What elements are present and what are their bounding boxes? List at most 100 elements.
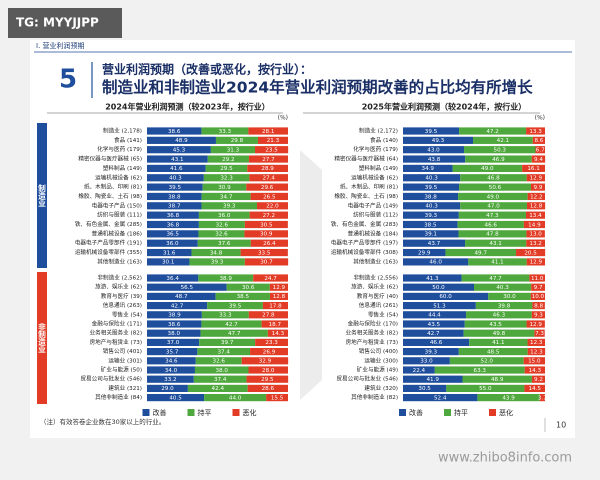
value-label: 39.5 <box>169 185 182 191</box>
bar-segment <box>526 239 545 247</box>
bar-segment <box>403 211 459 219</box>
bar-segment <box>147 192 202 201</box>
category-label: 零售业 (54) <box>112 310 142 318</box>
value-label: 49.8 <box>493 331 506 337</box>
bar-segment <box>534 329 545 337</box>
value-label: 37.4 <box>214 377 227 383</box>
bar-segment <box>522 164 545 172</box>
category-label: 化学与医药 (179) <box>97 145 142 153</box>
value-label: 26.9 <box>263 349 276 355</box>
value-label: 12.9 <box>273 285 286 291</box>
bar-segment <box>147 174 204 182</box>
category-label: 运输机械设备 (62) <box>95 173 142 181</box>
value-label: 50.0 <box>432 285 445 291</box>
overlay-box <box>8 8 122 38</box>
value-label: 26.5 <box>263 194 276 200</box>
bar-segment <box>475 302 533 310</box>
bar-segment <box>147 164 206 172</box>
bar-segment <box>202 183 247 191</box>
bar-segment <box>458 192 528 201</box>
value-label: 12.9 <box>530 260 543 266</box>
bar-segment <box>403 292 489 300</box>
bar-segment <box>266 394 288 402</box>
legend-swatch <box>399 409 406 416</box>
bar-segment <box>477 394 540 402</box>
category-label: 其他制造业 (163) <box>353 257 398 265</box>
bar-segment <box>246 375 289 383</box>
value-label: 12.8 <box>530 204 543 210</box>
bar-segment <box>403 239 466 247</box>
category-label: 金融与保险业 (170) <box>348 320 398 328</box>
value-label: 16.1 <box>527 166 540 172</box>
bar-segment <box>524 384 545 392</box>
bar-segment <box>531 155 546 163</box>
value-label: 56.5 <box>181 285 194 291</box>
bar-segment <box>147 302 208 310</box>
bar-segment <box>526 320 545 328</box>
category-label: 房地产与租赁业 (73) <box>90 338 142 346</box>
bar-segment <box>468 258 527 266</box>
bar-segment <box>201 311 249 319</box>
bar-segment <box>147 230 199 238</box>
category-label: 化学与医药 (179) <box>353 145 398 153</box>
value-label: 32.3 <box>220 176 233 182</box>
bar-segment <box>207 155 249 163</box>
bar-segment <box>147 127 202 135</box>
bar-segment <box>458 230 527 238</box>
value-label: 55.0 <box>479 386 492 392</box>
value-label: 49.7 <box>475 250 488 256</box>
value-label: 41.1 <box>491 260 504 266</box>
bar-segment <box>147 357 196 365</box>
value-label: 29.2 <box>222 157 234 163</box>
value-label: 14.3 <box>529 368 542 374</box>
value-label: 43.5 <box>489 322 502 328</box>
value-label: 34.6 <box>165 359 178 365</box>
value-label: 63.3 <box>474 368 487 374</box>
bar-segment <box>248 311 288 319</box>
bar-segment <box>465 239 527 247</box>
header: Ⅰ. 营业利润预期 <box>36 41 85 50</box>
value-label: 30.9 <box>260 232 273 238</box>
value-label: 40.5 <box>169 395 182 401</box>
bar-segment <box>523 220 545 229</box>
value-label: 29.8 <box>231 138 244 144</box>
value-label: 22.4 <box>413 368 426 374</box>
bar-segment <box>197 348 251 356</box>
value-label: 38.9 <box>168 313 181 319</box>
bar-segment <box>267 329 288 337</box>
legend-label: 持平 <box>198 408 212 417</box>
value-label: 48.5 <box>487 349 500 355</box>
bar-segment <box>403 248 446 257</box>
value-label: 42.1 <box>497 138 510 144</box>
value-label: 38.9 <box>220 276 233 282</box>
bar-segment <box>247 384 288 392</box>
value-label: 12.9 <box>530 176 543 182</box>
category-label: 建筑业 (321) <box>108 384 142 392</box>
bar-segment <box>446 384 525 392</box>
value-label: 49.0 <box>487 194 500 200</box>
bar-segment <box>531 311 545 319</box>
bar-segment <box>189 258 245 266</box>
bar-segment <box>463 329 535 337</box>
value-label: 43.9 <box>502 395 515 401</box>
bar-segment <box>255 338 288 346</box>
value-label: 18.7 <box>269 322 282 328</box>
category-label: 橡胶、陶瓷业、土石 (98) <box>78 192 142 200</box>
bar-segment <box>248 127 288 135</box>
value-label: 40.3 <box>169 176 182 182</box>
bar-segment <box>197 239 251 247</box>
bar-segment <box>527 338 545 346</box>
value-label: 29.9 <box>418 250 431 256</box>
bar-segment <box>147 292 216 300</box>
value-label: 38.6 <box>168 129 181 135</box>
category-label: 食品 (140) <box>370 136 398 144</box>
value-label: 34.8 <box>210 250 223 256</box>
value-label: 38.6 <box>168 322 181 328</box>
bar-segment <box>215 136 258 144</box>
value-label: 14.3 <box>272 331 285 337</box>
category-label: 矿业与能源 (50) <box>101 366 142 374</box>
value-label: 12.2 <box>530 194 542 200</box>
category-label: 运输机械设备零部件 (355) <box>75 248 142 256</box>
value-label: 42.7 <box>427 331 440 337</box>
